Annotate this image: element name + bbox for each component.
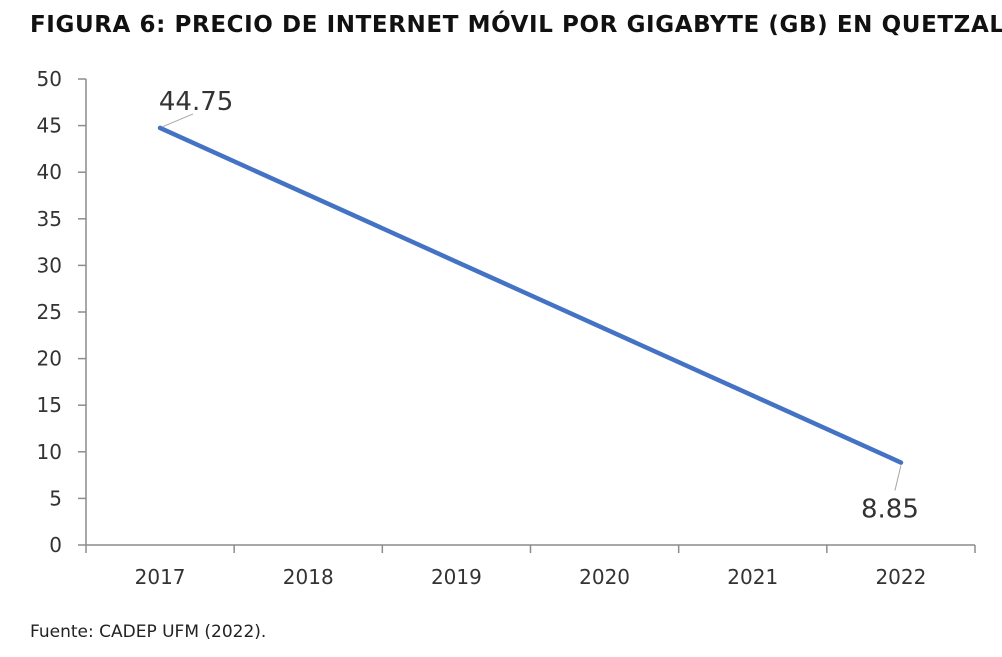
data-point [157,125,163,131]
x-tick-label: 2020 [579,565,630,589]
y-tick-label: 15 [37,393,62,417]
y-axis-ticks: 0 5 10 15 20 25 30 35 40 45 50 [37,67,86,557]
y-tick-label: 50 [37,67,62,91]
y-tick-label: 45 [37,114,62,138]
data-label: 8.85 [861,495,919,525]
y-tick-label: 5 [49,486,62,510]
series-line [157,125,904,465]
data-point [306,192,311,198]
data-point [898,460,904,465]
data-point [454,259,459,264]
y-tick-label: 10 [37,440,62,464]
x-axis-ticks: 2017 2018 2019 2020 2021 2022 [85,545,976,589]
data-point [602,326,607,331]
source-note: Fuente: CADEP UFM (2022). [30,622,267,642]
y-tick-label: 0 [49,533,62,557]
series-group [157,125,904,465]
y-tick-label: 30 [37,253,62,277]
x-tick-label: 2018 [283,565,334,589]
x-tick-label: 2022 [875,565,926,589]
x-tick-label: 2019 [431,565,482,589]
data-label: 44.75 [159,87,233,117]
y-tick-label: 20 [37,347,62,371]
data-point [750,393,755,398]
y-tick-label: 40 [37,160,62,184]
x-tick-label: 2021 [727,565,778,589]
y-tick-label: 25 [37,300,62,324]
chart-title: FIGURA 6: PRECIO DE INTERNET MÓVIL POR G… [30,12,1002,38]
data-label-leader [161,113,194,128]
x-tick-label: 2017 [135,565,186,589]
y-tick-label: 35 [37,207,62,231]
data-label-leader [894,465,902,491]
data-labels: 44.75 8.85 [159,87,919,525]
